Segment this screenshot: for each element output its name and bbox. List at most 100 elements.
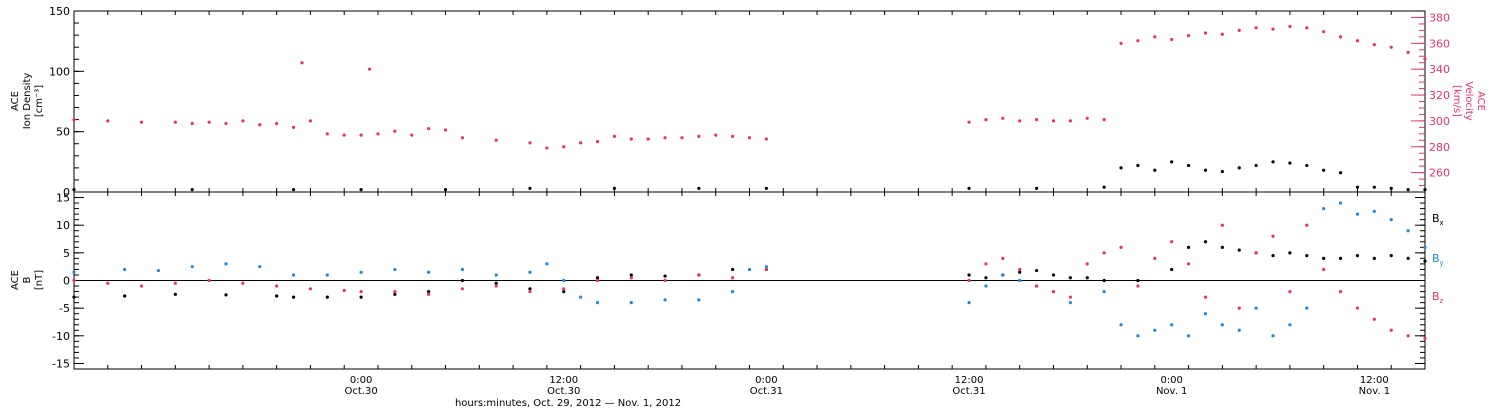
bottom-point-by (1119, 323, 1123, 327)
bottom-tick-label: 0 (63, 275, 70, 288)
bottom-point-by (1305, 306, 1309, 310)
bottom-point-bz (1170, 240, 1174, 244)
top-point-velocity (1203, 31, 1208, 35)
bottom-point-bz (241, 281, 245, 285)
top-point-velocity (1119, 41, 1123, 45)
bottom-point-bz (1203, 295, 1208, 299)
bottom-point-by (579, 295, 583, 299)
top-point-velocity (731, 134, 735, 139)
top-right-tick-label: 260 (1429, 167, 1450, 180)
top-point-ion-density (1034, 186, 1039, 190)
bottom-point-by (545, 262, 549, 266)
top-point-velocity (1170, 37, 1174, 42)
top-point-velocity (714, 133, 718, 137)
top-point-velocity (224, 121, 228, 126)
top-point-velocity (680, 136, 684, 140)
top-point-velocity (562, 145, 566, 149)
top-point-velocity (1423, 57, 1427, 61)
bottom-point-by (427, 270, 431, 274)
bottom-point-bx (1322, 256, 1326, 260)
bottom-point-bz (1372, 317, 1376, 321)
bottom-point-by (1102, 289, 1106, 294)
ylabel-right-line3: [km/s] (1451, 85, 1462, 117)
top-left-tick-label: 0 (63, 186, 70, 199)
bottom-point-by (1322, 206, 1326, 211)
top-point-velocity (1018, 119, 1022, 123)
top-point-ion-density (1153, 168, 1157, 172)
top-point-ion-density (359, 187, 363, 192)
bottom-point-bz (275, 284, 279, 288)
x-axis-ticks: 0:00Oct.3012:00Oct.300:00Oct.3112:00Oct.… (73, 11, 1426, 397)
ylabel-left-line2: Ion Density (22, 73, 33, 130)
top-point-velocity (1068, 119, 1072, 123)
bottom-series-bx (72, 240, 1427, 299)
top-right-tick-label: 320 (1429, 89, 1450, 102)
top-right-tick-label: 380 (1429, 11, 1450, 24)
bottom-tick-label: 15 (56, 192, 70, 205)
top-point-velocity (1322, 30, 1326, 34)
bottom-point-by (1372, 209, 1376, 213)
top-point-ion-density (967, 186, 971, 190)
bottom-point-bx (123, 294, 127, 298)
bottom-point-bz (1271, 234, 1275, 238)
bottom-point-bz (697, 273, 701, 277)
top-panel-frame (73, 10, 1426, 193)
bottom-point-bz (1406, 334, 1410, 338)
top-point-velocity (1220, 32, 1224, 36)
top-point-velocity (410, 133, 414, 137)
bottom-point-by (224, 262, 228, 266)
top-point-velocity (629, 137, 633, 141)
bottom-point-bz (1288, 289, 1292, 294)
top-point-velocity (106, 119, 110, 123)
bottom-point-bz (106, 281, 110, 285)
bottom-point-by (629, 301, 633, 305)
top-point-ion-density (1355, 185, 1360, 189)
bottom-point-by (359, 270, 363, 274)
bottom-point-bx (1203, 240, 1208, 244)
bottom-point-bx (1102, 278, 1106, 283)
bottom-point-by (663, 298, 667, 302)
bottom-point-bz (494, 284, 498, 288)
bottom-point-bz (207, 278, 211, 283)
top-point-ion-density (1102, 185, 1106, 189)
bottom-point-bx (663, 274, 667, 278)
bottom-point-by (595, 301, 600, 305)
ylabel-bottom-line3: [nT] (34, 270, 45, 290)
top-panel-data (72, 24, 1427, 192)
top-point-velocity (359, 133, 363, 137)
bottom-point-by (562, 278, 566, 283)
top-point-ion-density (1119, 166, 1123, 170)
bottom-point-by (1136, 334, 1140, 338)
top-point-ion-density (1170, 160, 1174, 164)
top-point-velocity (139, 120, 144, 124)
bottom-point-bx (1018, 270, 1022, 274)
bottom-point-by (1170, 323, 1174, 327)
ylabel-bottom-line2: B (22, 276, 33, 283)
bottom-point-by (1001, 273, 1005, 277)
bottom-panel-axes: -15 -10 -5 0 5 10 15 (52, 192, 1425, 370)
bottom-point-bz (1237, 306, 1241, 310)
top-point-ion-density (1271, 160, 1275, 164)
top-point-ion-density (1305, 163, 1309, 168)
top-point-velocity (579, 141, 583, 145)
bottom-point-bz (1338, 289, 1343, 294)
bottom-point-bx (1068, 276, 1072, 280)
top-point-velocity (1136, 39, 1140, 43)
top-point-velocity (275, 121, 279, 126)
top-right-tick-label: 280 (1429, 141, 1450, 154)
bottom-point-by (460, 267, 465, 272)
top-point-velocity (460, 136, 465, 140)
top-right-tick-label: 360 (1429, 37, 1450, 50)
bottom-point-bx (1136, 278, 1140, 283)
top-point-ion-density (1203, 168, 1208, 172)
top-series-ion-density (72, 160, 1427, 192)
ylabel-left-line3: [cm⁻³] (34, 85, 45, 117)
legend-bz-sub: z (1440, 297, 1444, 305)
bottom-point-bz (427, 292, 431, 296)
top-point-velocity (1254, 26, 1258, 30)
bottom-point-bx (967, 273, 971, 277)
bottom-point-by (123, 267, 127, 272)
bottom-point-by (731, 289, 735, 294)
bottom-point-by (697, 298, 701, 302)
